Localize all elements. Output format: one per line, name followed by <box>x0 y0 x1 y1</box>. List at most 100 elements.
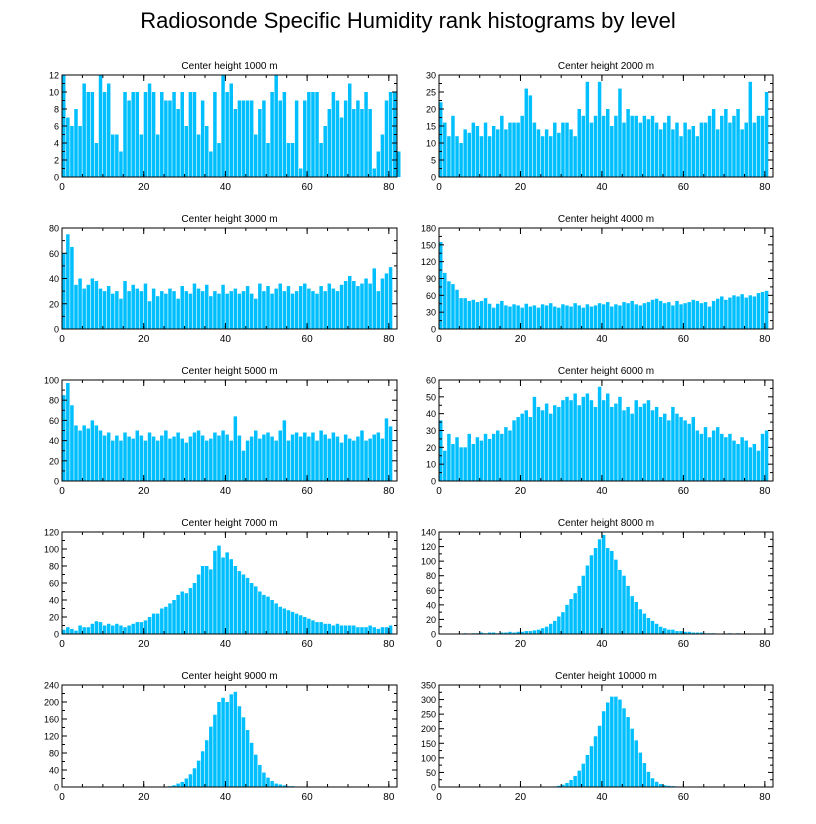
histogram-bar <box>176 783 180 787</box>
histogram-bar <box>249 583 254 634</box>
histogram-bar <box>557 406 561 481</box>
histogram-bar <box>78 278 82 329</box>
histogram-bar <box>172 436 176 481</box>
histogram-bar <box>720 433 724 481</box>
histogram-bar <box>307 92 311 177</box>
histogram-bar <box>512 632 516 634</box>
histogram-bar <box>245 286 250 329</box>
histogram-bar <box>188 774 193 787</box>
histogram-bar <box>634 601 638 634</box>
histogram-bar <box>176 109 180 177</box>
histogram-bar <box>147 617 152 634</box>
histogram-panel-2: Center height 2000 m 0 20 40 60 80 0 5 10 15 20 25 3… <box>426 61 774 193</box>
histogram-bar <box>691 299 696 329</box>
histogram-bar <box>671 406 675 481</box>
histogram-bar <box>262 291 266 330</box>
histogram-bar <box>601 115 606 177</box>
histogram-bar <box>294 432 299 481</box>
histogram-bar <box>290 143 295 177</box>
histogram-bar <box>196 134 201 177</box>
histogram-bar <box>151 92 156 177</box>
histogram-bar <box>642 115 647 177</box>
histogram-bar <box>593 115 598 177</box>
histogram-bar <box>352 625 356 634</box>
y-tick-label: 10 <box>49 88 59 98</box>
histogram-bar <box>270 600 274 634</box>
histogram-bar <box>364 440 368 481</box>
histogram-bar <box>524 631 529 634</box>
histogram-bar <box>654 781 659 787</box>
histogram-bar <box>213 92 217 177</box>
y-tick-label: 20 <box>49 613 59 623</box>
histogram-bar <box>331 432 336 481</box>
histogram-bar <box>323 434 327 481</box>
histogram-bar <box>147 432 152 481</box>
histogram-bar <box>569 400 573 481</box>
histogram-bar <box>213 291 217 330</box>
histogram-bar <box>548 413 553 481</box>
histogram-bar <box>180 286 184 329</box>
histogram-bar <box>364 278 368 329</box>
y-tick-label: 25 <box>426 88 436 98</box>
histogram-bar <box>691 126 696 177</box>
histogram-bar <box>471 299 476 329</box>
histogram-bar <box>553 122 557 177</box>
histogram-bar <box>589 555 594 634</box>
histogram-bar <box>658 626 663 634</box>
x-tick-label: 20 <box>138 334 150 345</box>
histogram-bar <box>102 435 107 481</box>
histogram-bar <box>744 122 748 177</box>
histogram-bar <box>343 281 348 329</box>
histogram-bar <box>601 534 606 634</box>
histogram-bar <box>699 632 704 634</box>
histogram-bar <box>282 785 287 787</box>
histogram-bar <box>70 246 74 329</box>
histogram-bar <box>225 92 229 177</box>
histogram-bar <box>638 752 643 787</box>
y-tick-label: 20 <box>49 456 59 466</box>
histogram-bar <box>307 288 311 329</box>
histogram-bar <box>360 627 364 634</box>
histogram-bar <box>347 625 352 634</box>
histogram-bar <box>364 627 368 634</box>
panel-title: Center height 8000 m <box>558 518 654 529</box>
histogram-bar <box>323 623 327 634</box>
histogram-bar <box>597 725 602 787</box>
histogram-bar <box>516 417 520 481</box>
histogram-bar <box>695 632 700 634</box>
histogram-bar <box>581 575 586 634</box>
histogram-bar <box>221 284 225 329</box>
histogram-bar <box>695 300 700 329</box>
histogram-bar <box>585 393 590 481</box>
histogram-bar <box>106 83 111 177</box>
histogram-bar <box>663 122 667 177</box>
histogram-bar <box>512 420 516 481</box>
x-tick-label: 60 <box>302 334 314 345</box>
histogram-bar <box>225 552 229 634</box>
histogram-bar <box>319 430 323 481</box>
y-tick-label: 120 <box>421 257 436 267</box>
x-tick-label: 20 <box>515 792 527 803</box>
histogram-bar <box>286 610 291 634</box>
histogram-bar <box>638 609 643 634</box>
histogram-bar <box>544 305 549 329</box>
histogram-bar <box>569 129 573 177</box>
histogram-bar <box>168 603 172 634</box>
histogram-bar <box>479 300 484 329</box>
y-tick-label: 90 <box>426 274 436 284</box>
histogram-bar <box>715 427 720 481</box>
histogram-bar <box>360 109 364 177</box>
y-tick-label: 20 <box>426 105 436 115</box>
y-tick-label: 4 <box>54 139 59 149</box>
histogram-bar <box>266 596 270 634</box>
histogram-bar <box>311 92 315 177</box>
histogram-bar <box>290 434 295 481</box>
histogram-bar <box>654 298 659 329</box>
histogram-bar <box>249 742 254 787</box>
histogram-bar <box>471 443 476 481</box>
histogram-bar <box>565 396 569 481</box>
histogram-bar <box>323 291 327 330</box>
x-tick-label: 20 <box>138 182 150 193</box>
histogram-bar <box>642 763 647 787</box>
